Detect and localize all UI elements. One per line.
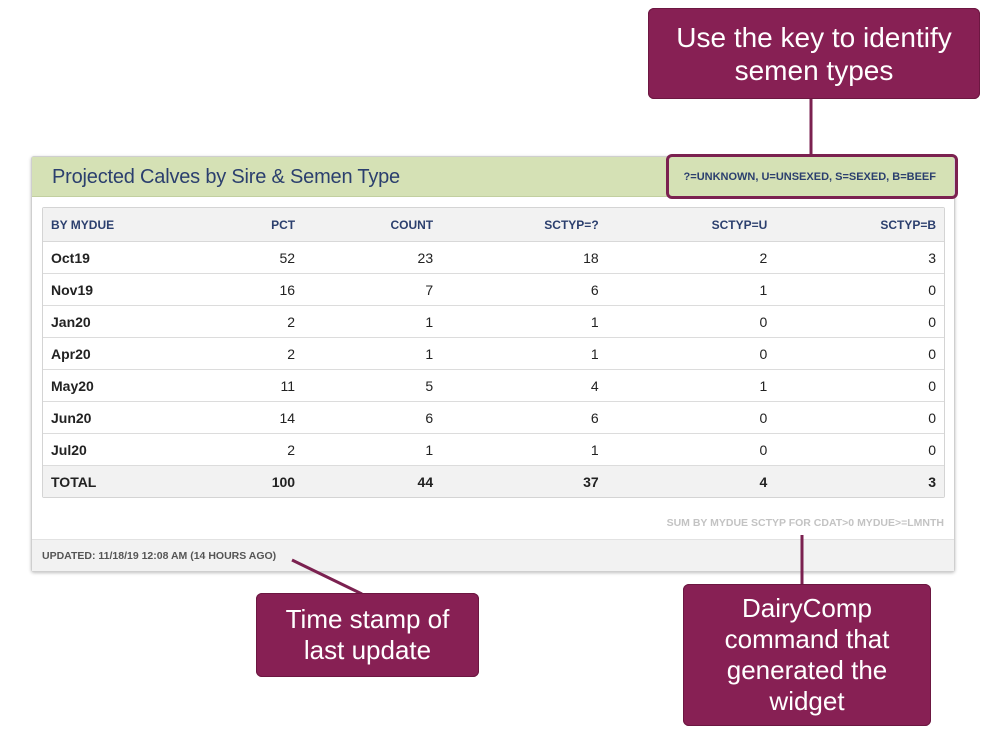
value-cell: 1 — [606, 273, 776, 306]
value-cell: 52 — [209, 241, 304, 274]
table-row: May20 11 5 4 1 0 — [43, 369, 944, 402]
value-cell: 1 — [441, 305, 607, 338]
value-cell: 0 — [606, 305, 776, 338]
callout-time-line: last update — [303, 635, 432, 665]
value-cell: 11 — [209, 369, 304, 402]
value-cell: 2 — [606, 241, 776, 274]
table-row: Oct19 52 23 18 2 3 — [43, 241, 944, 274]
callout-key-line: semen types — [734, 54, 894, 86]
column-header[interactable]: SCTYP=B — [775, 208, 944, 242]
value-cell: 2 — [209, 433, 304, 466]
value-cell: 6 — [303, 401, 442, 434]
data-table: BY MYDUE PCT COUNT SCTYP=? SCTYP=U SCTYP… — [42, 207, 945, 498]
value-cell: 0 — [606, 337, 776, 370]
callout-command-line: generated the — [726, 655, 888, 685]
row-label-cell: May20 — [43, 369, 209, 402]
total-row: TOTAL 100 44 37 4 3 — [43, 465, 944, 497]
column-header[interactable]: SCTYP=? — [441, 208, 607, 242]
callout-time-line: Time stamp of — [285, 604, 450, 634]
value-cell: 23 — [303, 241, 442, 274]
callout-command: DairyComp command that generated the wid… — [683, 584, 931, 726]
widget-footer: UPDATED: 11/18/19 12:08 AM (14 HOURS AGO… — [32, 539, 954, 571]
table-row: Nov19 16 7 6 1 0 — [43, 273, 944, 306]
callout-key: Use the key to identify semen types — [648, 8, 980, 99]
value-cell: 16 — [209, 273, 304, 306]
key-highlight-ring — [666, 154, 958, 199]
value-cell: 37 — [441, 465, 607, 497]
row-label-cell: Nov19 — [43, 273, 209, 306]
callout-command-line: command that — [724, 624, 890, 654]
widget-panel: Projected Calves by Sire & Semen Type ?=… — [31, 156, 955, 572]
value-cell: 4 — [606, 465, 776, 497]
value-cell: 3 — [775, 465, 944, 497]
widget-header: Projected Calves by Sire & Semen Type ?=… — [32, 157, 954, 197]
row-label-cell: TOTAL — [43, 465, 209, 497]
row-label-cell: Jul20 — [43, 433, 209, 466]
command-text: SUM BY MYDUE SCTYP FOR CDAT>0 MYDUE>=LMN… — [666, 517, 944, 529]
table-row: Jun20 14 6 6 0 0 — [43, 401, 944, 434]
column-header[interactable]: COUNT — [303, 208, 442, 242]
value-cell: 1 — [441, 337, 607, 370]
callout-command-line: widget — [769, 686, 845, 716]
value-cell: 14 — [209, 401, 304, 434]
value-cell: 44 — [303, 465, 442, 497]
value-cell: 0 — [775, 433, 944, 466]
value-cell: 1 — [606, 369, 776, 402]
value-cell: 1 — [441, 433, 607, 466]
column-header[interactable]: BY MYDUE — [43, 208, 209, 242]
value-cell: 3 — [775, 241, 944, 274]
value-cell: 0 — [606, 401, 776, 434]
column-header[interactable]: PCT — [209, 208, 304, 242]
value-cell: 0 — [775, 369, 944, 402]
row-label-cell: Jun20 — [43, 401, 209, 434]
value-cell: 1 — [303, 305, 442, 338]
semen-type-key: ?=UNKNOWN, U=UNSEXED, S=SEXED, B=BEEF — [683, 171, 936, 183]
value-cell: 2 — [209, 337, 304, 370]
value-cell: 0 — [775, 305, 944, 338]
column-header[interactable]: SCTYP=U — [606, 208, 776, 242]
table-row: Jan20 2 1 1 0 0 — [43, 305, 944, 338]
row-label-cell: Oct19 — [43, 241, 209, 274]
value-cell: 0 — [775, 273, 944, 306]
value-cell: 1 — [303, 433, 442, 466]
table-row: Apr20 2 1 1 0 0 — [43, 337, 944, 370]
value-cell: 1 — [303, 337, 442, 370]
widget-title: Projected Calves by Sire & Semen Type — [52, 166, 400, 188]
value-cell: 18 — [441, 241, 607, 274]
table-row: Jul20 2 1 1 0 0 — [43, 433, 944, 466]
value-cell: 5 — [303, 369, 442, 402]
callout-time-stamp: Time stamp of last update — [256, 593, 479, 677]
callout-key-line: Use the key to identify — [676, 21, 952, 53]
value-cell: 100 — [209, 465, 304, 497]
value-cell: 0 — [606, 433, 776, 466]
value-cell: 6 — [441, 401, 607, 434]
value-cell: 7 — [303, 273, 442, 306]
value-cell: 0 — [775, 401, 944, 434]
value-cell: 4 — [441, 369, 607, 402]
value-cell: 6 — [441, 273, 607, 306]
updated-timestamp: UPDATED: 11/18/19 12:08 AM (14 HOURS AGO… — [42, 550, 277, 562]
row-label-cell: Jan20 — [43, 305, 209, 338]
row-label-cell: Apr20 — [43, 337, 209, 370]
callout-command-line: DairyComp — [741, 593, 873, 623]
table-header-row: BY MYDUE PCT COUNT SCTYP=? SCTYP=U SCTYP… — [43, 208, 944, 242]
value-cell: 0 — [775, 337, 944, 370]
value-cell: 2 — [209, 305, 304, 338]
